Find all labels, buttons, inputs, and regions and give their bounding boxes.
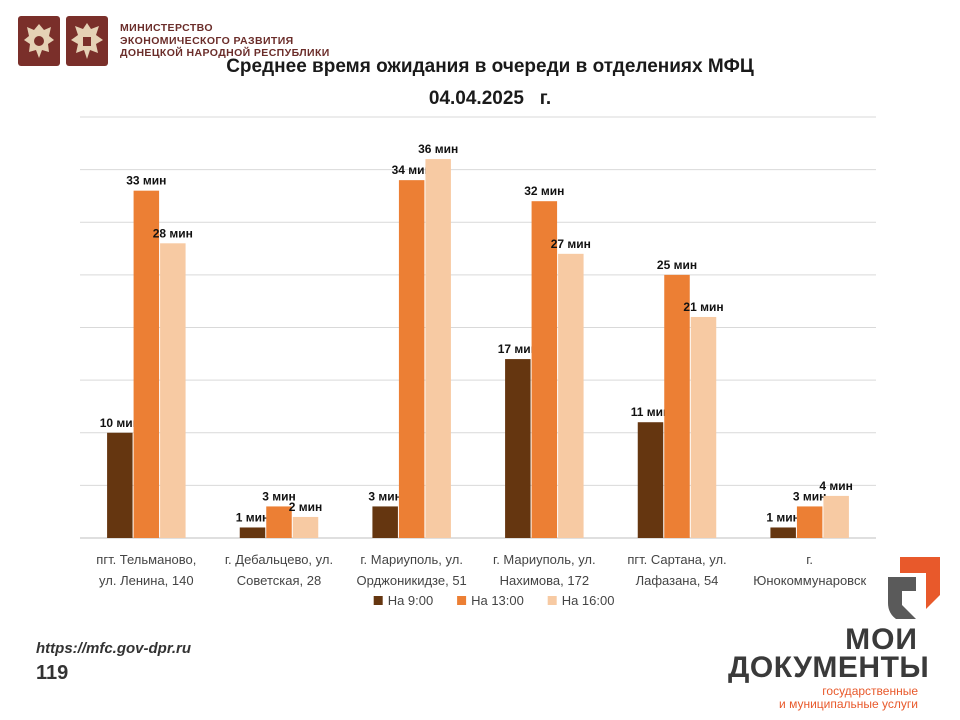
category-label: г. Дебальцево, ул. — [225, 552, 333, 567]
category-label: Нахимова, 172 — [500, 573, 589, 588]
brand-tagline: и муниципальные услуги — [779, 697, 918, 711]
bar — [425, 159, 451, 538]
page-number: 119 — [36, 662, 69, 684]
bar — [770, 527, 796, 538]
data-label: 4 мин — [819, 479, 853, 493]
data-label: 3 мин — [368, 489, 402, 503]
bar — [266, 506, 292, 538]
bar — [107, 432, 133, 538]
bar — [398, 180, 425, 538]
legend-swatch — [373, 596, 383, 605]
bar — [637, 422, 664, 538]
data-label: 1 мин — [236, 510, 270, 524]
bar — [239, 527, 266, 538]
category-label: Лафазана, 54 — [636, 573, 719, 588]
russia-emblem-icon — [18, 16, 60, 66]
bar — [531, 201, 558, 538]
header: МИНИСТЕРСТВО ЭКОНОМИЧЕСКОГО РАЗВИТИЯ ДОН… — [18, 14, 330, 68]
brand-logo: МОИ ДОКУМЕНТЫ государственные и муниципа… — [728, 623, 930, 711]
bar — [664, 274, 690, 538]
data-label: 3 мин — [262, 489, 296, 503]
bar — [372, 506, 398, 538]
chart-title: Среднее время ожидания в очереди в отдел… — [226, 56, 754, 77]
category-label: пгт. Сартана, ул. — [627, 552, 726, 567]
category-label: пгт. Тельманово, — [96, 552, 196, 567]
ministry-name: МИНИСТЕРСТВО ЭКОНОМИЧЕСКОГО РАЗВИТИЯ ДОН… — [120, 22, 330, 60]
bar — [160, 243, 186, 539]
brand-word: МОИ — [845, 623, 918, 656]
data-label: 34 мин — [392, 163, 432, 177]
bar — [796, 506, 823, 538]
category-label: ул. Ленина, 140 — [99, 573, 194, 588]
data-label: 10 мин — [100, 416, 140, 430]
bar — [292, 516, 319, 538]
brand-tagline: государственные — [822, 684, 918, 698]
data-label: 32 мин — [524, 184, 564, 198]
brand-word: ДОКУМЕНТЫ — [728, 651, 930, 684]
data-label: 33 мин — [126, 174, 166, 188]
bar — [133, 190, 160, 539]
legend-label: На 16:00 — [562, 593, 615, 608]
website-link[interactable]: https://mfc.gov-dpr.ru — [36, 640, 191, 657]
chart-subtitle: 04.04.2025 г. — [428, 88, 552, 109]
bar — [505, 359, 531, 538]
data-label: 11 мин — [631, 405, 671, 419]
legend-label: На 9:00 — [388, 593, 434, 608]
category-label: Советская, 28 — [237, 573, 321, 588]
ministry-line: ЭКОНОМИЧЕСКОГО РАЗВИТИЯ — [120, 34, 294, 47]
dpr-emblem-icon — [66, 16, 108, 66]
data-label: 2 мин — [289, 500, 323, 514]
data-label: 36 мин — [418, 142, 458, 156]
data-label: 25 мин — [657, 258, 697, 272]
category-label: г. Мариуполь, ул. — [360, 552, 463, 567]
category-label: Юнокоммунаровск — [753, 573, 866, 588]
moi-dokumenty-logo-icon — [888, 557, 940, 619]
category-label: г. Мариуполь, ул. — [493, 552, 596, 567]
bar — [823, 495, 849, 538]
category-label: г. — [806, 552, 813, 567]
ministry-line: МИНИСТЕРСТВО — [120, 22, 213, 35]
legend-swatch — [457, 596, 467, 605]
legend-swatch — [547, 596, 557, 605]
category-label: Орджоникидзе, 51 — [357, 573, 467, 588]
data-label: 3 мин — [793, 489, 827, 503]
data-label: 27 мин — [551, 237, 591, 251]
legend-label: На 13:00 — [471, 593, 524, 608]
data-label: 28 мин — [153, 226, 193, 240]
data-label: 1 мин — [766, 510, 800, 524]
ministry-line: ДОНЕЦКОЙ НАРОДНОЙ РЕСПУБЛИКИ — [120, 47, 330, 60]
data-label: 21 мин — [683, 300, 723, 314]
data-label: 17 мин — [498, 342, 538, 356]
bar — [690, 316, 717, 538]
bar — [558, 253, 584, 538]
